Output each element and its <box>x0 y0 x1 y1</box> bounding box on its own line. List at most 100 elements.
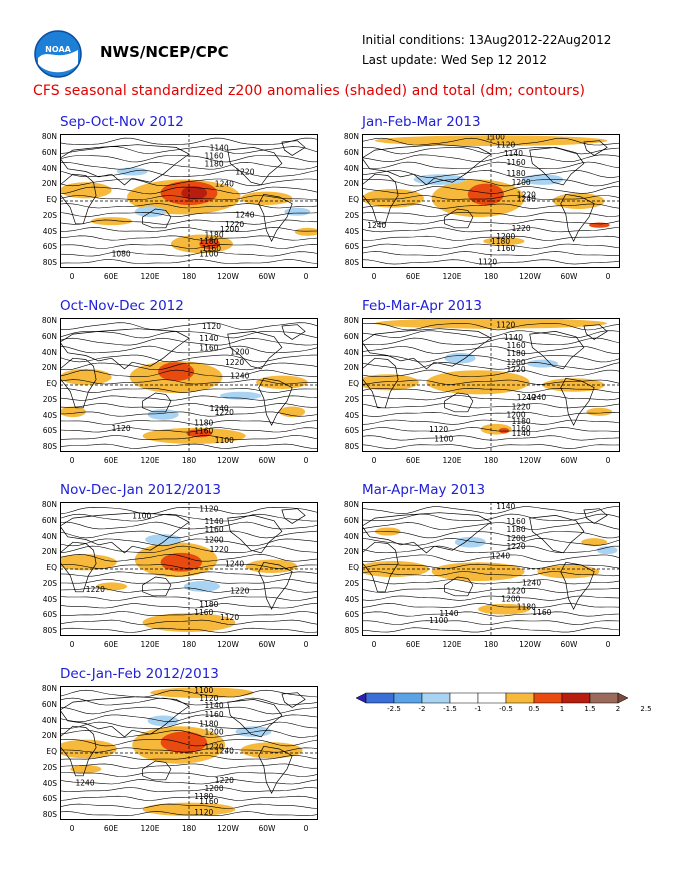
lon-tick-label: 0 <box>303 640 309 649</box>
contour-label: 1120 <box>199 694 218 703</box>
coastline <box>529 515 585 554</box>
contour-label: 1160 <box>194 427 213 436</box>
coastline <box>142 760 172 781</box>
map-frame <box>60 318 318 452</box>
colorbar-swatch <box>365 692 395 704</box>
contour-label: 1140 <box>504 333 523 342</box>
coastline <box>560 377 595 427</box>
lon-tick-label: 60E <box>103 272 119 281</box>
lon-tick-label: 120E <box>442 456 462 465</box>
lat-tick-label: 20N <box>41 363 57 373</box>
colorbar-tick-label: -1.5 <box>443 705 457 713</box>
contour-label: 1100 <box>194 686 213 695</box>
anomaly-region <box>60 182 112 199</box>
colorbar-swatch <box>589 692 619 704</box>
lat-tick-label: 80S <box>344 258 359 267</box>
org-name: NWS/NCEP/CPC <box>100 43 229 61</box>
anomaly-region <box>160 731 208 753</box>
coastline <box>281 692 306 708</box>
contour-line <box>60 579 318 584</box>
lon-tick-label: 120W <box>519 456 541 465</box>
contour-line <box>362 137 620 146</box>
contour-label: 1220 <box>507 542 526 551</box>
lon-tick-label: 180 <box>483 456 499 465</box>
contour-label: 1120 <box>220 613 239 622</box>
map-frame <box>362 502 620 636</box>
map-frame <box>362 134 620 268</box>
contour-label: 1200 <box>220 225 239 234</box>
contour-label: 1100 <box>429 616 448 625</box>
coastline <box>560 561 595 611</box>
contour-line <box>362 554 620 563</box>
lon-tick-label: 0 <box>605 640 611 649</box>
contour-label: 1120 <box>429 425 448 434</box>
lon-tick-label: 60W <box>560 272 578 281</box>
contour-line <box>362 346 620 354</box>
contour-line <box>60 411 318 417</box>
contour-label: 1160 <box>202 244 221 253</box>
anomaly-region <box>294 227 318 236</box>
lon-tick-label: 0 <box>69 272 75 281</box>
colorbar-swatch <box>449 692 479 704</box>
anomaly-region <box>70 765 102 774</box>
contour-line <box>362 355 620 363</box>
contour-label: 1220 <box>225 358 244 367</box>
contour-line <box>60 369 318 377</box>
lat-tick-label: 80S <box>344 442 359 451</box>
contour-line <box>60 545 318 553</box>
contour-label: 1140 <box>210 143 229 152</box>
colorbar-tick-label: -2.5 <box>387 705 401 713</box>
contour-line <box>60 227 318 232</box>
contour-line <box>60 435 318 440</box>
anomaly-map: 1140116011801200122012401240122012001180… <box>362 502 620 636</box>
lat-tick-label: 20N <box>343 547 359 557</box>
lon-tick-label: 120W <box>217 272 239 281</box>
coastline <box>560 193 595 243</box>
anomaly-region <box>60 739 117 759</box>
lat-tick-label: 20N <box>41 731 57 741</box>
anomaly-region <box>181 186 208 200</box>
noaa-logo-icon: NOAA <box>34 30 82 78</box>
contour-line <box>362 179 620 187</box>
contour-label: 1180 <box>199 237 218 246</box>
contour-label: 1240 <box>527 393 546 402</box>
lat-tick-label: 20S <box>42 394 57 404</box>
contour-label: 1100 <box>199 249 218 258</box>
contour-line <box>60 337 318 346</box>
coastline <box>227 515 283 554</box>
contour-label: 1160 <box>496 244 515 253</box>
contour-label: 1180 <box>507 349 526 358</box>
colorbar-tick-label: -1 <box>474 705 482 713</box>
contour-label: 1200 <box>205 536 224 545</box>
coastline <box>258 193 293 243</box>
colorbar-swatch <box>617 692 629 704</box>
lon-tick-label: 180 <box>483 640 499 649</box>
contour-line <box>60 395 318 401</box>
contour-label: 1220 <box>512 224 531 233</box>
contour-line <box>362 611 620 617</box>
coastline <box>227 331 283 370</box>
contour-label: 1160 <box>199 797 218 806</box>
coastline <box>142 208 172 229</box>
contour-label: 1240 <box>210 404 229 413</box>
coastline <box>258 745 293 795</box>
contour-label: 1160 <box>507 158 526 167</box>
anomaly-region <box>362 374 419 391</box>
contour-label: 1240 <box>76 779 95 788</box>
colorbar-swatch <box>393 692 423 704</box>
contour-label: 1240 <box>215 746 234 755</box>
contour-label: 1160 <box>507 341 526 350</box>
lon-tick-label: 0 <box>303 456 309 465</box>
contour-label: 1220 <box>507 365 526 374</box>
panel-title: Sep-Oct-Nov 2012 <box>60 114 184 130</box>
contour-line <box>60 388 318 393</box>
contour-label: 1120 <box>478 257 497 266</box>
lat-tick-label: 80N <box>41 500 57 509</box>
anomaly-region <box>60 368 112 385</box>
lon-tick-label: 120W <box>217 824 239 833</box>
contour-label: 1120 <box>496 141 515 150</box>
anomaly-region <box>219 391 262 400</box>
lat-tick-label: 40N <box>41 531 57 541</box>
contour-line <box>60 571 318 577</box>
